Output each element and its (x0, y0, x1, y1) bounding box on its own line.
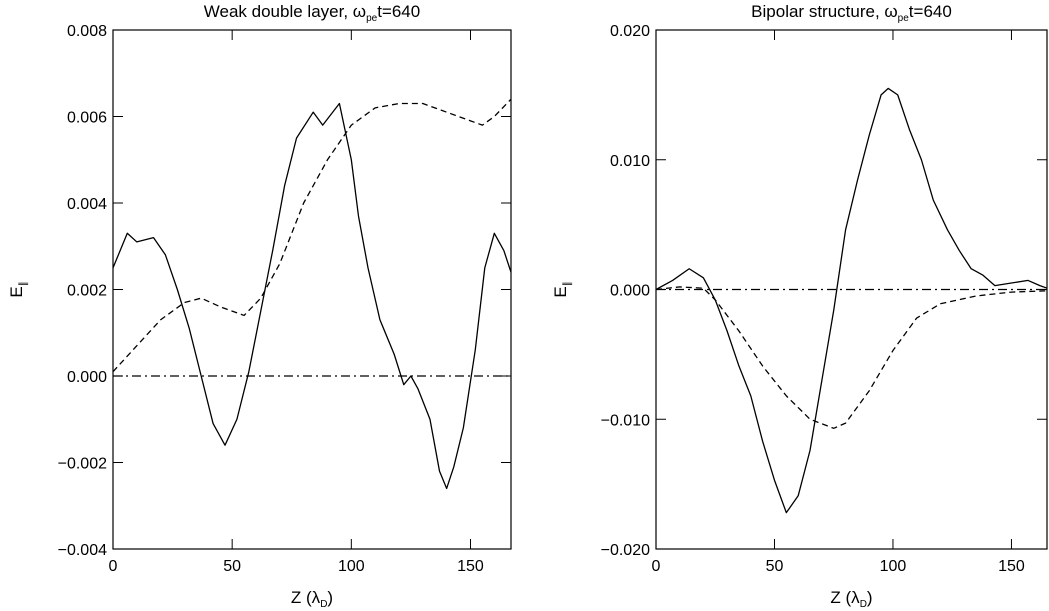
y-label-text: E (7, 286, 26, 297)
chart-title: Weak double layer, ωpet=640 (204, 2, 420, 24)
y-tick-label: −0.020 (601, 542, 650, 559)
series-line (113, 102, 511, 490)
x-tick-label: 150 (457, 558, 484, 575)
x-tick-label: 50 (766, 558, 784, 575)
plot-frame (655, 29, 1048, 550)
y-label-text: E (551, 286, 570, 297)
x-tick-label: 50 (223, 558, 241, 575)
x-axis-label: Z (λD) (830, 588, 872, 610)
y-tick-label: 0.010 (610, 153, 650, 170)
x-tick-label: 0 (652, 558, 661, 575)
y-tick-label: 0.000 (610, 283, 650, 300)
title-suffix: t=640 (377, 2, 420, 21)
x-label-suffix: ) (327, 588, 333, 607)
x-label-suffix: ) (867, 588, 873, 607)
title-subscript: pe (366, 13, 378, 24)
y-axis-label: E∥ (7, 281, 29, 297)
title-text: Bipolar structure, ω (751, 2, 898, 21)
panel: Weak double layer, ωpet=640 Z (λD) E∥ −0.00… (7, 2, 512, 610)
title-suffix: t=640 (909, 2, 952, 21)
x-tick-label: 100 (880, 558, 907, 575)
chart-title: Bipolar structure, ωpet=640 (751, 2, 952, 24)
y-tick-label: −0.010 (601, 412, 650, 429)
series-line (656, 87, 1047, 514)
y-tick-label: 0.006 (67, 110, 107, 127)
series-line (656, 286, 1047, 429)
x-tick-label: 100 (338, 558, 365, 575)
y-tick-label: −0.004 (58, 542, 107, 559)
y-tick-label: 0.008 (67, 23, 107, 40)
x-tick-label: 150 (998, 558, 1025, 575)
x-axis-label: Z (λD) (291, 588, 333, 610)
y-tick-label: −0.002 (58, 456, 107, 473)
y-label-subscript: ∥ (562, 281, 573, 286)
y-tick-label: 0.004 (67, 196, 107, 213)
y-tick-label: 0.002 (67, 283, 107, 300)
plot-frame (112, 29, 512, 550)
title-subscript: pe (898, 13, 910, 24)
y-axis-label: E∥ (551, 281, 573, 297)
x-label-text: Z (λ (291, 588, 321, 607)
y-tick-label: 0.020 (610, 23, 650, 40)
series-line (113, 98, 511, 373)
x-label-subscript: D (860, 599, 867, 610)
x-label-text: Z (λ (830, 588, 860, 607)
panel: Bipolar structure, ωpet=640 Z (λD) E∥ −0.02… (551, 2, 1048, 610)
y-tick-label: 0.000 (67, 369, 107, 386)
x-tick-label: 0 (109, 558, 118, 575)
x-label-subscript: D (320, 599, 327, 610)
title-text: Weak double layer, ω (204, 2, 366, 21)
y-label-subscript: ∥ (18, 281, 29, 286)
